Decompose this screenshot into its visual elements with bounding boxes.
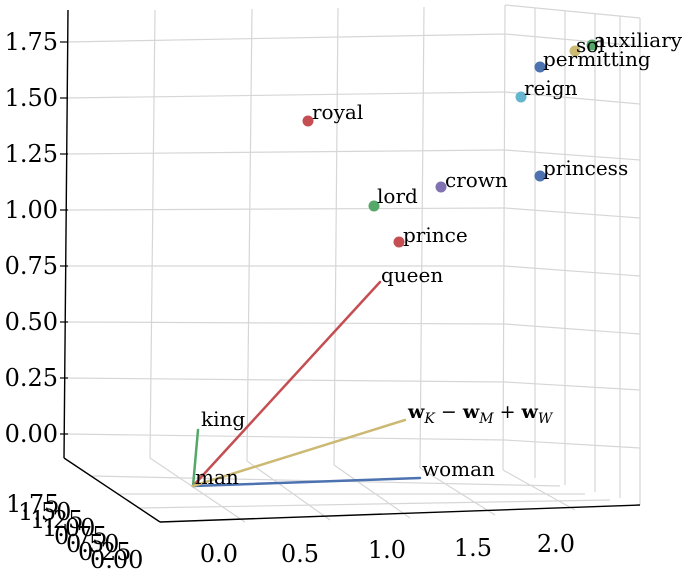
grid-line (504, 265, 641, 277)
point-crown (435, 181, 447, 193)
label-royal: royal (312, 100, 363, 124)
grid-line (65, 91, 506, 99)
grid-line (246, 8, 253, 462)
point-royal (302, 115, 314, 127)
formula-w: w (521, 401, 539, 423)
y-axis-line (63, 457, 161, 523)
y-tick-label: 1.50 (18, 498, 71, 526)
z-tick-label: 1.75 (5, 28, 58, 56)
vector-king (191, 428, 200, 488)
point-princess (534, 170, 546, 182)
x-tick-labels: 0.0 0.5 1.0 1.5 2.0 (200, 530, 575, 568)
axes (63, 9, 641, 523)
label-reign: reign (524, 76, 578, 100)
grid-line (246, 460, 331, 521)
x-tick-label: 1.0 (368, 536, 406, 564)
formula-m: M (478, 411, 494, 427)
grid-line (65, 33, 506, 43)
vector-woman (191, 476, 422, 488)
grid-line (65, 377, 506, 383)
z-tick-label: 1.00 (5, 196, 58, 224)
vector-queen (191, 280, 382, 488)
y-tick-label: 0.00 (90, 546, 143, 574)
grid-line (504, 33, 641, 47)
grid-line (419, 6, 425, 469)
formula-w: w (462, 401, 480, 423)
formula-k: K (423, 411, 436, 427)
label-sol: sol (576, 33, 605, 57)
point-prince (393, 236, 405, 248)
label-crown: crown (445, 168, 508, 192)
y-tick-label: 0.50 (66, 530, 119, 558)
grid-line (502, 469, 576, 511)
x-tick-label: 0.0 (200, 540, 238, 568)
grid-line (65, 433, 506, 441)
point-reign (515, 91, 527, 103)
formula-w: w (407, 401, 425, 423)
grid-line (149, 457, 246, 523)
label-woman: woman (422, 457, 495, 481)
z-tick-label: 0.50 (5, 308, 58, 336)
z-tick-label: 1.50 (5, 84, 58, 112)
point-lord (368, 200, 380, 212)
x-tick-label: 1.5 (454, 534, 492, 562)
x-axis-line (159, 504, 641, 523)
label-princess: princess (543, 156, 628, 180)
formula-minus: − (435, 401, 463, 423)
x-tick-label: 0.5 (281, 540, 319, 568)
y-tick-labels: 1.75 1.50 1.25 1.00 0.75 0.50 0.25 0.00 (6, 490, 143, 574)
grid-line (504, 207, 641, 219)
grid-line (504, 4, 641, 19)
formula-plus: + (494, 401, 522, 423)
grid-line (65, 321, 506, 325)
grid-line (139, 499, 611, 509)
z-tick-labels: 1.75 1.50 1.25 1.00 0.75 0.50 0.25 0.00 (5, 28, 58, 448)
z-tick-label: 0.25 (5, 364, 58, 392)
grid-line (333, 7, 339, 466)
vector-analogy (191, 418, 407, 488)
point-auxiliary (586, 39, 598, 51)
point-permitting (534, 61, 546, 73)
grid-line (504, 439, 641, 449)
label-king: king (201, 407, 245, 431)
formula-w-sub: W (538, 411, 554, 427)
z-tick-label: 0.75 (5, 252, 58, 280)
label-queen: queen (381, 263, 443, 287)
grid-line (502, 4, 506, 471)
z-axis-line (63, 9, 69, 459)
label-man: man (195, 465, 239, 489)
point-labels: royal lord crown prince princess reign p… (195, 28, 683, 489)
x-tick-label: 2.0 (537, 530, 575, 558)
grid-line (504, 149, 641, 161)
z-ticks (60, 41, 68, 435)
label-auxiliary: auxiliary (594, 28, 683, 52)
z-tick-label: 1.25 (5, 140, 58, 168)
grid (63, 4, 641, 523)
grid-line (149, 9, 156, 459)
y-tick-label: 0.25 (78, 538, 131, 566)
grid-line (504, 381, 641, 391)
grid-line (419, 467, 496, 516)
y-tick-label: 0.75 (54, 522, 107, 550)
vectors (191, 280, 422, 488)
grid-line (504, 323, 641, 335)
label-analogy: wK − wM + wW (407, 401, 554, 427)
z-tick-label: 0.00 (5, 420, 58, 448)
y-tick-label: 1.25 (30, 506, 83, 534)
points (302, 39, 598, 248)
label-lord: lord (377, 184, 418, 208)
y-tick-label: 1.75 (6, 490, 59, 518)
grid-line (65, 207, 506, 211)
grid-line (333, 464, 411, 519)
label-prince: prince (403, 223, 468, 247)
grid-line (504, 91, 641, 105)
grid-line (65, 149, 506, 155)
label-permitting: permitting (543, 47, 651, 71)
y-tick-label: 1.00 (42, 514, 95, 542)
point-sol (569, 45, 581, 57)
